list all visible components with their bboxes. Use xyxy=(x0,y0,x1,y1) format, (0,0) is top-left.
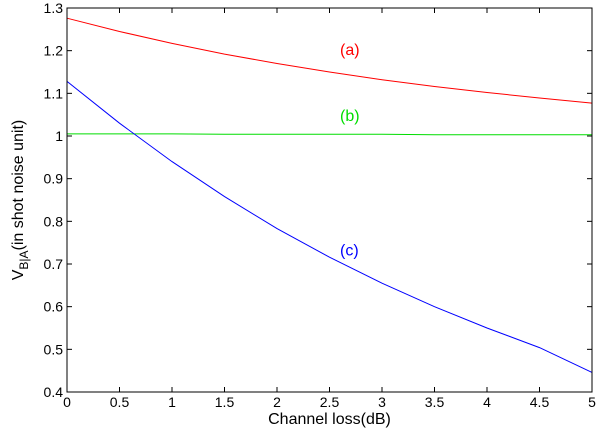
x-tick-label: 1 xyxy=(168,394,176,410)
series-label-2: (c) xyxy=(340,242,359,259)
x-axis-ticks: 0 0.5 1 1.5 2 2.5 3 3.5 4 4.5 5 xyxy=(63,8,596,410)
y-tick-label: 1.1 xyxy=(44,85,64,101)
y-tick-label: 0.5 xyxy=(44,341,64,357)
y-tick-label: 1 xyxy=(55,128,63,144)
x-tick-label: 2 xyxy=(273,394,281,410)
series-line-0 xyxy=(66,17,593,104)
y-tick-label: 0.9 xyxy=(44,171,64,187)
x-tick-label: 4.5 xyxy=(530,394,550,410)
x-tick-label: 2.5 xyxy=(320,394,340,410)
y-axis-label: VB|A(in shot noise unit) xyxy=(10,120,31,281)
y-axis-label-subscript: B|A xyxy=(17,250,31,269)
y-axis-label-rest: (in shot noise unit) xyxy=(10,120,27,251)
y-tick-label: 0.4 xyxy=(44,384,64,400)
y-tick-label: 0.7 xyxy=(44,256,64,272)
y-axis-ticks: 0.4 0.5 0.6 0.7 0.8 0.9 1 1.1 1.2 1.3 xyxy=(44,0,592,400)
series-label-1: (b) xyxy=(340,108,360,125)
x-tick-label: 4 xyxy=(483,394,491,410)
x-tick-label: 1.5 xyxy=(215,394,235,410)
y-tick-label: 1.2 xyxy=(44,43,64,59)
series-line-1 xyxy=(67,133,592,136)
y-tick-label: 0.6 xyxy=(44,299,64,315)
x-tick-label: 0.5 xyxy=(110,394,130,410)
series-label-0: (a) xyxy=(340,42,360,59)
x-tick-label: 0 xyxy=(63,394,71,410)
series-line-2 xyxy=(66,81,593,373)
y-tick-label: 0.8 xyxy=(44,213,64,229)
x-axis-label: Channel loss(dB) xyxy=(268,411,391,428)
x-tick-label: 3.5 xyxy=(425,394,445,410)
x-tick-label: 5 xyxy=(588,394,596,410)
series-layer: (a) (b) (c) xyxy=(66,17,593,373)
y-tick-label: 1.3 xyxy=(44,0,64,16)
y-axis-label-main: V xyxy=(10,269,27,280)
x-tick-label: 3 xyxy=(378,394,386,410)
